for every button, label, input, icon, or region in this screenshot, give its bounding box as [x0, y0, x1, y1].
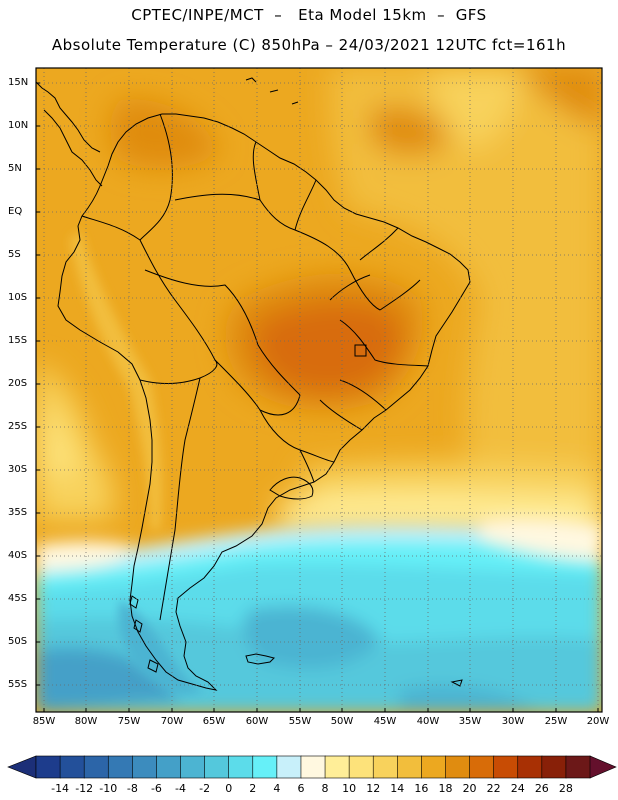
colorbar-label: -14: [51, 782, 70, 795]
colorbar-label: 2: [249, 782, 257, 795]
lon-label: 45W: [373, 716, 397, 727]
colorbar-swatch: [59, 755, 85, 779]
graticule: [36, 68, 602, 712]
colorbar-label: 10: [342, 782, 357, 795]
lon-label: 30W: [501, 716, 525, 727]
colorbar-swatch: [348, 755, 374, 779]
colorbar-label: 8: [321, 782, 329, 795]
coastline-and-borders: [36, 77, 471, 691]
colorbar-right-arrow: [589, 755, 617, 779]
colorbar-label: -2: [199, 782, 211, 795]
colorbar-swatch: [204, 755, 230, 779]
colorbar-left-arrow: [7, 755, 37, 779]
lat-label: 30S: [8, 464, 28, 475]
colorbar-label: 0: [225, 782, 233, 795]
colorbar-swatch: [541, 755, 567, 779]
lat-label: 10S: [8, 292, 28, 303]
colorbar-label: 6: [297, 782, 305, 795]
colorbar-label: 18: [438, 782, 453, 795]
colorbar-label: -4: [175, 782, 186, 795]
lat-label: 5S: [8, 249, 21, 260]
lat-label: 55S: [8, 679, 28, 690]
colorbar-label: 12: [366, 782, 381, 795]
lat-label: 15N: [8, 77, 29, 88]
lon-label: 35W: [458, 716, 482, 727]
colorbar-label: -10: [99, 782, 118, 795]
colorbar-label: -12: [75, 782, 94, 795]
colorbar-label: 26: [534, 782, 549, 795]
colorbar-swatch: [397, 755, 422, 779]
colorbar-swatch: [565, 755, 591, 779]
map-title-line1: CPTEC/INPE/MCT – Eta Model 15km – GFS: [131, 6, 487, 24]
lon-label: 25W: [544, 716, 568, 727]
lat-label: 5N: [8, 163, 22, 174]
lon-label: 65W: [202, 716, 226, 727]
colorbar-swatch: [324, 755, 350, 779]
colorbar-swatch: [156, 755, 182, 779]
colorbar-label: 22: [486, 782, 501, 795]
lon-label: 60W: [245, 716, 269, 727]
colorbar-swatch: [107, 755, 133, 779]
colorbar-label: 20: [462, 782, 477, 795]
lon-label: 55W: [288, 716, 312, 727]
lat-label: 10N: [8, 120, 29, 131]
lat-label: 25S: [8, 421, 28, 432]
colorbar-label: -8: [126, 782, 138, 795]
colorbar-swatch: [180, 755, 206, 779]
lon-label: 70W: [160, 716, 184, 727]
lat-label: 45S: [8, 593, 28, 604]
colorbar-swatch: [372, 755, 398, 779]
colorbar-swatch: [517, 755, 543, 779]
lat-label: 50S: [8, 636, 28, 647]
lat-label: 40S: [8, 550, 28, 561]
colorbar-swatch: [252, 755, 278, 779]
colorbar-swatch: [300, 755, 326, 779]
colorbar-swatch: [276, 755, 302, 779]
lat-label: 15S: [8, 335, 28, 346]
colorbar-swatch: [469, 755, 495, 779]
colorbar-label: 28: [558, 782, 573, 795]
colorbar-label: 14: [390, 782, 405, 795]
colorbar-label: 16: [414, 782, 429, 795]
axis-ticks: [36, 82, 599, 712]
colorbar-label: 4: [273, 782, 281, 795]
colorbar-swatch: [83, 755, 109, 779]
colorbar-swatch: [445, 755, 471, 779]
map-frame: [35, 67, 603, 713]
lat-label: 35S: [8, 507, 28, 518]
colorbar-swatch: [35, 755, 61, 779]
lon-label: 85W: [32, 716, 56, 727]
lon-label: 40W: [416, 716, 440, 727]
lon-label: 75W: [117, 716, 141, 727]
lon-label: 20W: [586, 716, 610, 727]
lon-label: 50W: [330, 716, 354, 727]
lon-label: 80W: [74, 716, 98, 727]
lat-label: EQ: [8, 206, 23, 217]
colorbar-swatch: [421, 755, 447, 779]
colorbar-swatch: [228, 755, 254, 779]
colorbar-label: -6: [150, 782, 162, 795]
lat-label: 20S: [8, 378, 28, 389]
map-title-line2: Absolute Temperature (C) 850hPa – 24/03/…: [51, 36, 567, 54]
colorbar-swatch: [493, 755, 519, 779]
colorbar-swatch: [132, 755, 158, 779]
colorbar: [7, 755, 617, 779]
temperature-field: [36, 68, 602, 712]
colorbar-label: 24: [510, 782, 525, 795]
